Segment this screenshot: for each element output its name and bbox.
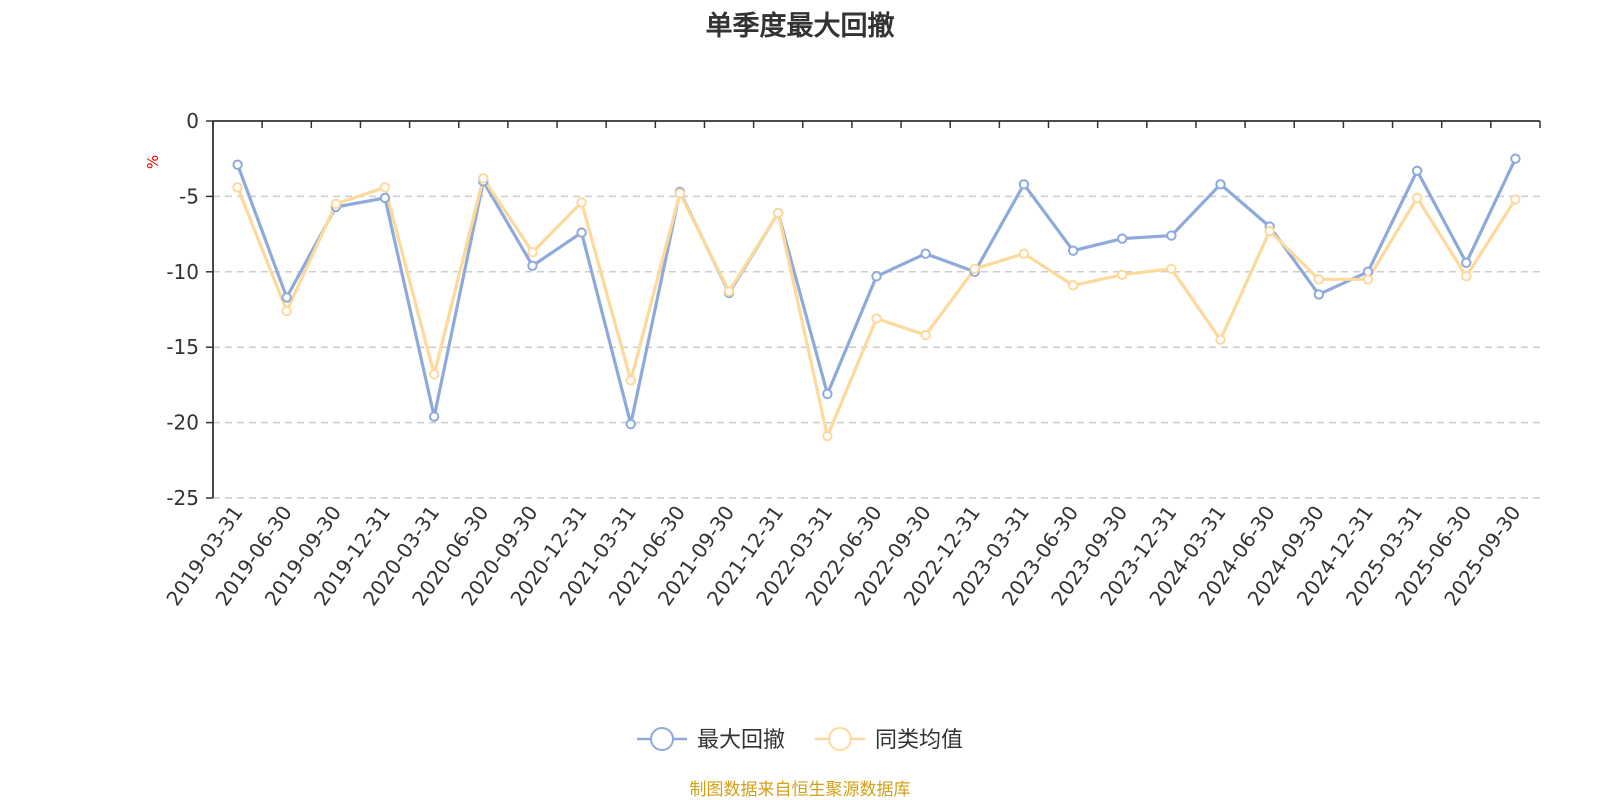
y-tick-label: -15 — [166, 335, 199, 359]
data-point[interactable] — [1411, 165, 1423, 176]
legend-item-2[interactable]: 同类均值 — [815, 727, 963, 753]
data-point[interactable] — [379, 192, 391, 204]
data-point[interactable] — [1215, 334, 1226, 345]
data-point[interactable] — [920, 248, 931, 259]
legend-marker-icon — [650, 727, 674, 751]
legend-marker-icon — [828, 727, 852, 751]
data-point[interactable] — [576, 227, 587, 238]
data-point[interactable] — [1510, 153, 1521, 164]
data-point[interactable] — [1264, 225, 1275, 237]
data-point[interactable] — [1362, 274, 1374, 285]
data-point[interactable] — [723, 286, 735, 297]
data-point[interactable] — [330, 198, 342, 210]
data-point[interactable] — [1067, 280, 1079, 291]
data-point[interactable] — [478, 173, 489, 184]
legend-label: 最大回撤 — [697, 728, 785, 753]
data-point[interactable] — [674, 188, 686, 199]
legend-item-1[interactable]: 最大回撤 — [637, 727, 785, 753]
data-point[interactable] — [281, 305, 292, 317]
legend[interactable]: 最大回撤 同类均值 — [637, 727, 963, 753]
data-point[interactable] — [1510, 194, 1521, 205]
data-point[interactable] — [527, 246, 538, 258]
y-tick-label: -10 — [166, 260, 199, 284]
data-point[interactable] — [1166, 263, 1177, 274]
data-point[interactable] — [576, 197, 587, 208]
y-tick-label: -20 — [166, 411, 199, 435]
data-point[interactable] — [920, 329, 931, 341]
data-point[interactable] — [281, 292, 292, 303]
data-point[interactable] — [1166, 230, 1177, 241]
y-tick-label: -5 — [179, 184, 199, 208]
data-point[interactable] — [625, 375, 636, 386]
data-point[interactable] — [1117, 233, 1128, 244]
data-point[interactable] — [428, 369, 440, 380]
data-point[interactable] — [527, 260, 538, 271]
data-point[interactable] — [1117, 269, 1128, 281]
data-point[interactable] — [1461, 271, 1472, 282]
data-point[interactable] — [1411, 192, 1423, 204]
data-point[interactable] — [1067, 245, 1079, 256]
data-point[interactable] — [871, 271, 882, 282]
y-axis-unit-label: % — [144, 155, 162, 169]
source-note: 制图数据来自恒生聚源数据库 — [689, 780, 911, 800]
data-point[interactable] — [1461, 257, 1472, 268]
grid-layer — [213, 195, 1540, 499]
data-point[interactable] — [1313, 289, 1325, 300]
data-point[interactable] — [1018, 248, 1030, 259]
data-point[interactable] — [1215, 179, 1226, 190]
legend-label: 同类均值 — [875, 728, 963, 753]
y-tick-label: -25 — [166, 486, 199, 510]
data-point[interactable] — [773, 207, 784, 219]
series-layer — [232, 153, 1521, 442]
data-point[interactable] — [428, 411, 440, 422]
data-point[interactable] — [871, 313, 882, 324]
data-point[interactable] — [822, 388, 833, 400]
data-point[interactable] — [822, 430, 833, 442]
chart-title: 单季度最大回撤 — [705, 11, 895, 42]
data-point[interactable] — [969, 263, 980, 274]
y-tick-label: 0 — [186, 109, 199, 133]
data-point[interactable] — [379, 182, 391, 193]
data-point[interactable] — [232, 159, 243, 170]
series-line-1 — [236, 158, 1517, 426]
data-point[interactable] — [1313, 274, 1325, 285]
data-point[interactable] — [625, 418, 636, 430]
data-point[interactable] — [232, 182, 243, 193]
data-point[interactable] — [1018, 179, 1030, 190]
